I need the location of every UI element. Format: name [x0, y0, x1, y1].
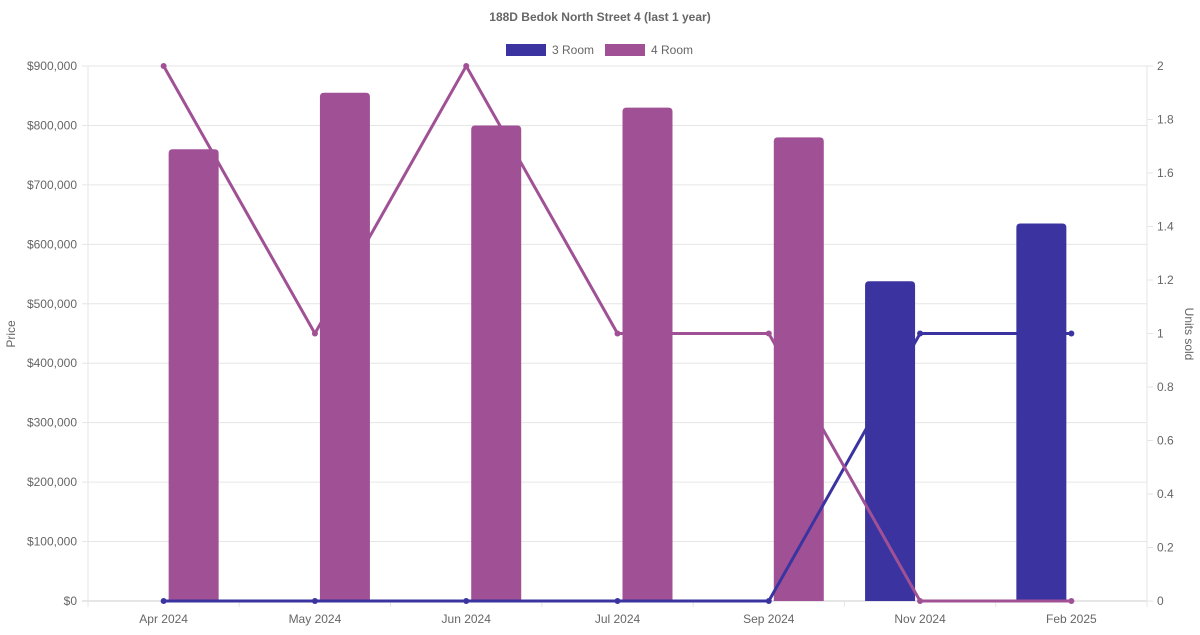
legend-item-label: 3 Room: [552, 43, 594, 57]
x-tick-label: Sep 2024: [743, 612, 795, 626]
x-tick-label: Jul 2024: [595, 612, 641, 626]
y2-tick-label: 1.8: [1157, 113, 1174, 127]
y-tick-label: $0: [64, 594, 78, 608]
point-4-room: [765, 330, 772, 337]
y-tick-label: $700,000: [27, 178, 77, 192]
bar-4-room: [168, 149, 219, 601]
point-3-room: [614, 598, 621, 604]
bars: [168, 92, 1067, 602]
point-3-room: [311, 598, 318, 604]
y-tick-label: $100,000: [27, 535, 77, 549]
bar-4-room: [471, 125, 522, 601]
point-3-room: [917, 330, 924, 337]
point-3-room: [765, 598, 772, 604]
y-tick-label: $900,000: [27, 59, 77, 73]
y2-tick-label: 2: [1157, 59, 1164, 73]
y-tick-label: $400,000: [27, 356, 77, 370]
legend-swatch: [605, 44, 645, 56]
point-4-room: [311, 330, 318, 337]
legend-item-label: 4 Room: [651, 43, 693, 57]
legend-swatch: [506, 44, 546, 56]
y-axis-label: Price: [4, 320, 18, 348]
point-3-room: [463, 598, 470, 604]
axes: $0 $100,000 $200,000 $300,000 $400,000 $500,0…: [27, 59, 1174, 626]
y-tick-label: $300,000: [27, 416, 77, 430]
point-4-room: [463, 63, 470, 69]
x-tick-label: Nov 2024: [894, 612, 946, 626]
point-4-room: [614, 330, 621, 337]
y-tick-label: $500,000: [27, 297, 77, 311]
legend[interactable]: 3 Room 4 Room: [506, 43, 693, 57]
x-tick-label: Apr 2024: [139, 612, 188, 626]
grid: [82, 65, 1153, 607]
y-tick-label: $200,000: [27, 475, 77, 489]
y2-tick-label: 0.4: [1157, 487, 1174, 501]
y2-axis-label: Units sold: [1182, 308, 1196, 361]
y2-tick-label: 0.8: [1157, 380, 1174, 394]
point-3-room: [160, 598, 167, 604]
bar-3-room: [865, 281, 916, 601]
point-4-room: [160, 63, 167, 69]
point-3-room: [1068, 330, 1075, 337]
y2-tick-label: 1.6: [1157, 166, 1174, 180]
y-tick-label: $800,000: [27, 118, 77, 132]
y2-tick-label: 1: [1157, 327, 1164, 341]
bar-4-room: [622, 107, 673, 601]
x-tick-label: Feb 2025: [1046, 612, 1097, 626]
bar-4-room: [319, 92, 370, 601]
chart-title: 188D Bedok North Street 4 (last 1 year): [489, 10, 710, 24]
point-4-room: [1068, 598, 1075, 604]
y2-tick-label: 0.6: [1157, 434, 1174, 448]
bar-3-room: [1016, 223, 1067, 601]
line-3-room: [163, 332, 1072, 603]
y2-tick-label: 0: [1157, 594, 1164, 608]
y-tick-label: $600,000: [27, 237, 77, 251]
y2-tick-label: 1.2: [1157, 273, 1174, 287]
y2-tick-label: 0.2: [1157, 541, 1174, 555]
point-4-room: [917, 598, 924, 604]
y2-tick-label: 1.4: [1157, 220, 1174, 234]
x-tick-label: May 2024: [289, 612, 342, 626]
bar-4-room: [773, 137, 824, 602]
x-tick-label: Jun 2024: [442, 612, 492, 626]
lines: [160, 62, 1075, 604]
